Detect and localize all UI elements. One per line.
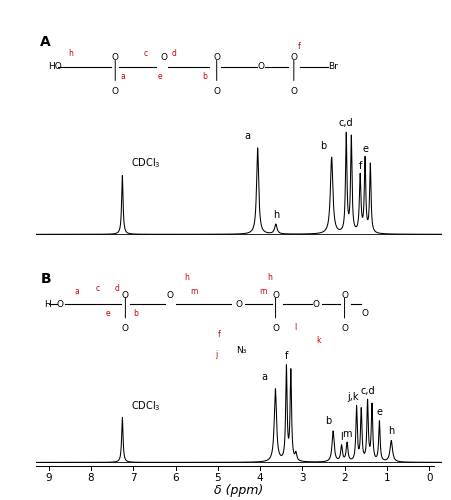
Text: h: h bbox=[388, 426, 394, 436]
Text: l: l bbox=[295, 323, 297, 332]
Text: O: O bbox=[272, 290, 279, 300]
Text: O: O bbox=[361, 310, 368, 318]
Text: B: B bbox=[40, 272, 51, 286]
Text: O: O bbox=[213, 53, 220, 62]
Text: m: m bbox=[191, 287, 198, 296]
Text: O: O bbox=[213, 86, 220, 96]
Text: d: d bbox=[115, 284, 120, 292]
Text: 3: 3 bbox=[299, 473, 306, 483]
Text: O: O bbox=[290, 86, 297, 96]
Text: j: j bbox=[216, 350, 218, 359]
Text: b: b bbox=[133, 310, 138, 318]
Text: O: O bbox=[112, 86, 119, 96]
Text: 8: 8 bbox=[88, 473, 94, 483]
Text: O: O bbox=[166, 290, 174, 300]
Text: O: O bbox=[161, 53, 167, 62]
Text: 9: 9 bbox=[46, 473, 52, 483]
Text: O: O bbox=[341, 324, 348, 333]
Text: b: b bbox=[321, 140, 327, 150]
Text: O: O bbox=[122, 324, 129, 333]
Text: m: m bbox=[260, 287, 267, 296]
Text: h: h bbox=[68, 48, 73, 58]
Text: f: f bbox=[298, 42, 300, 50]
Text: O: O bbox=[272, 324, 279, 333]
Text: m: m bbox=[342, 429, 352, 439]
Text: h: h bbox=[273, 210, 279, 220]
Text: Br: Br bbox=[328, 62, 338, 72]
Text: δ (ppm): δ (ppm) bbox=[214, 484, 264, 497]
Text: e: e bbox=[377, 406, 382, 416]
Text: a: a bbox=[244, 130, 250, 140]
Text: HO: HO bbox=[48, 62, 62, 72]
Text: f: f bbox=[285, 351, 288, 361]
Text: 5: 5 bbox=[215, 473, 221, 483]
Text: c,d: c,d bbox=[339, 118, 354, 128]
Text: d: d bbox=[172, 48, 176, 58]
Text: h: h bbox=[267, 273, 272, 282]
Text: f: f bbox=[217, 330, 220, 339]
Text: O: O bbox=[57, 300, 64, 309]
Text: f: f bbox=[359, 161, 362, 171]
Text: c: c bbox=[96, 284, 100, 292]
Text: O: O bbox=[122, 290, 129, 300]
Text: O: O bbox=[290, 53, 297, 62]
Text: 2: 2 bbox=[341, 473, 348, 483]
Text: h: h bbox=[184, 273, 189, 282]
Text: N₃: N₃ bbox=[236, 346, 246, 356]
Text: 6: 6 bbox=[172, 473, 179, 483]
Text: O: O bbox=[341, 290, 348, 300]
Text: l: l bbox=[340, 432, 343, 442]
Text: 4: 4 bbox=[257, 473, 263, 483]
Text: j,k: j,k bbox=[347, 392, 359, 402]
Text: O: O bbox=[235, 300, 243, 309]
Text: b: b bbox=[202, 72, 207, 81]
Text: H: H bbox=[44, 300, 51, 309]
Text: CDCl$_3$: CDCl$_3$ bbox=[131, 156, 161, 170]
Text: 0: 0 bbox=[426, 473, 433, 483]
Text: e: e bbox=[105, 310, 110, 318]
Text: c: c bbox=[143, 48, 148, 58]
Text: b: b bbox=[326, 416, 332, 426]
Text: 7: 7 bbox=[130, 473, 137, 483]
Text: k: k bbox=[316, 336, 320, 345]
Text: CDCl$_3$: CDCl$_3$ bbox=[131, 399, 161, 412]
Text: a: a bbox=[74, 287, 79, 296]
Text: e: e bbox=[362, 144, 368, 154]
Text: c,d: c,d bbox=[360, 386, 375, 396]
Text: a: a bbox=[262, 372, 267, 382]
Text: O: O bbox=[258, 62, 265, 72]
Text: e: e bbox=[157, 72, 162, 81]
Text: A: A bbox=[40, 36, 51, 50]
Text: 1: 1 bbox=[384, 473, 390, 483]
Text: a: a bbox=[121, 72, 126, 81]
Text: O: O bbox=[313, 300, 320, 309]
Text: O: O bbox=[112, 53, 119, 62]
